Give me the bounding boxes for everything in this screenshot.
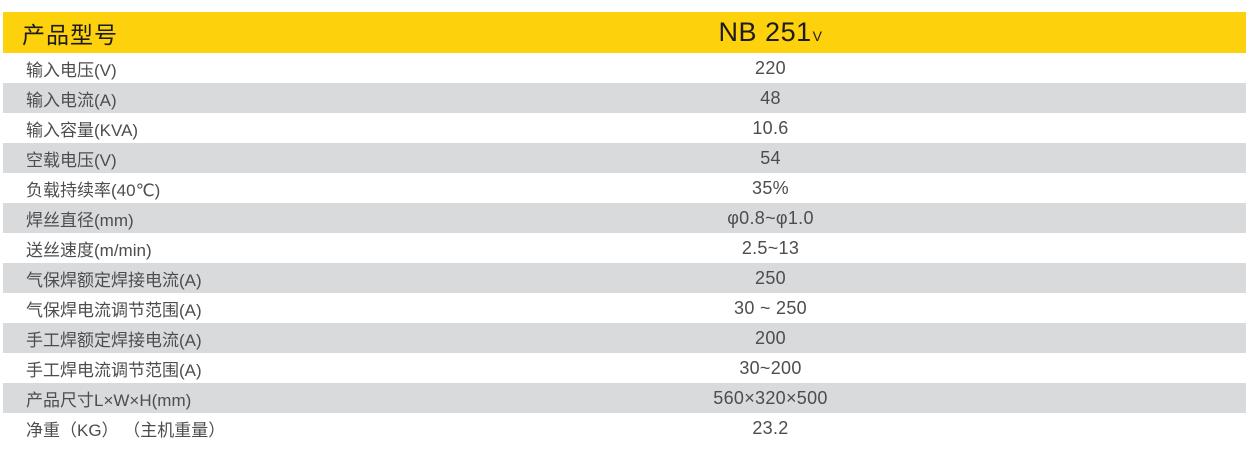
spec-label: 输入电压(V): [26, 60, 117, 80]
table-header: 产品型号 NB 251V: [3, 12, 1246, 53]
spec-label: 空载电压(V): [26, 150, 117, 170]
table-row: 输入容量(KVA) 10.6: [3, 113, 1246, 143]
table-row: 净重（KG） （主机重量） 23.2: [3, 413, 1246, 443]
table-row: 手工焊额定焊接电流(A) 200: [3, 323, 1246, 353]
table-row: 输入电压(V) 220: [3, 53, 1246, 83]
spec-label: 负载持续率(40℃): [26, 180, 161, 200]
table-row: 负载持续率(40℃) 35%: [3, 173, 1246, 203]
spec-value: 10.6: [752, 117, 789, 138]
spec-value: φ0.8~φ1.0: [727, 207, 814, 228]
table-row: 手工焊电流调节范围(A) 30~200: [3, 353, 1246, 383]
spec-value: 200: [755, 327, 786, 348]
spec-value: 35%: [752, 177, 789, 198]
spec-label: 净重（KG） （主机重量）: [26, 420, 226, 440]
table-row: 输入电流(A) 48: [3, 83, 1246, 113]
product-spec-table: 产品型号 NB 251V 输入电压(V) 220 输入电流(A) 48 输入容量…: [3, 12, 1246, 443]
header-model-value: NB 251V: [295, 17, 1246, 48]
spec-label: 焊丝直径(mm): [26, 210, 134, 230]
spec-label: 送丝速度(m/min): [26, 240, 152, 260]
model-name: NB 251: [718, 17, 812, 47]
spec-value: 30 ~ 250: [734, 297, 807, 318]
spec-value: 54: [760, 147, 781, 168]
header-product-model-label: 产品型号: [22, 21, 118, 48]
spec-value: 23.2: [752, 417, 789, 438]
spec-value: 220: [755, 57, 786, 78]
spec-rows: 输入电压(V) 220 输入电流(A) 48 输入容量(KVA) 10.6 空载…: [3, 53, 1246, 443]
table-row: 空载电压(V) 54: [3, 143, 1246, 173]
table-row: 气保焊电流调节范围(A) 30 ~ 250: [3, 293, 1246, 323]
table-row: 焊丝直径(mm) φ0.8~φ1.0: [3, 203, 1246, 233]
spec-label: 产品尺寸L×W×H(mm): [26, 390, 192, 410]
spec-value: 30~200: [739, 357, 802, 378]
spec-value: 2.5~13: [741, 237, 800, 258]
model-suffix: V: [812, 28, 823, 44]
spec-label: 气保焊电流调节范围(A): [26, 300, 202, 320]
spec-label: 输入容量(KVA): [26, 120, 139, 140]
spec-value: 250: [755, 267, 786, 288]
table-row: 气保焊额定焊接电流(A) 250: [3, 263, 1246, 293]
spec-value: 48: [760, 87, 781, 108]
table-row: 产品尺寸L×W×H(mm) 560×320×500: [3, 383, 1246, 413]
spec-label: 输入电流(A): [26, 90, 117, 110]
spec-label: 手工焊电流调节范围(A): [26, 360, 202, 380]
spec-label: 手工焊额定焊接电流(A): [26, 330, 202, 350]
spec-label: 气保焊额定焊接电流(A): [26, 270, 202, 290]
table-row: 送丝速度(m/min) 2.5~13: [3, 233, 1246, 263]
spec-value: 560×320×500: [713, 387, 828, 408]
